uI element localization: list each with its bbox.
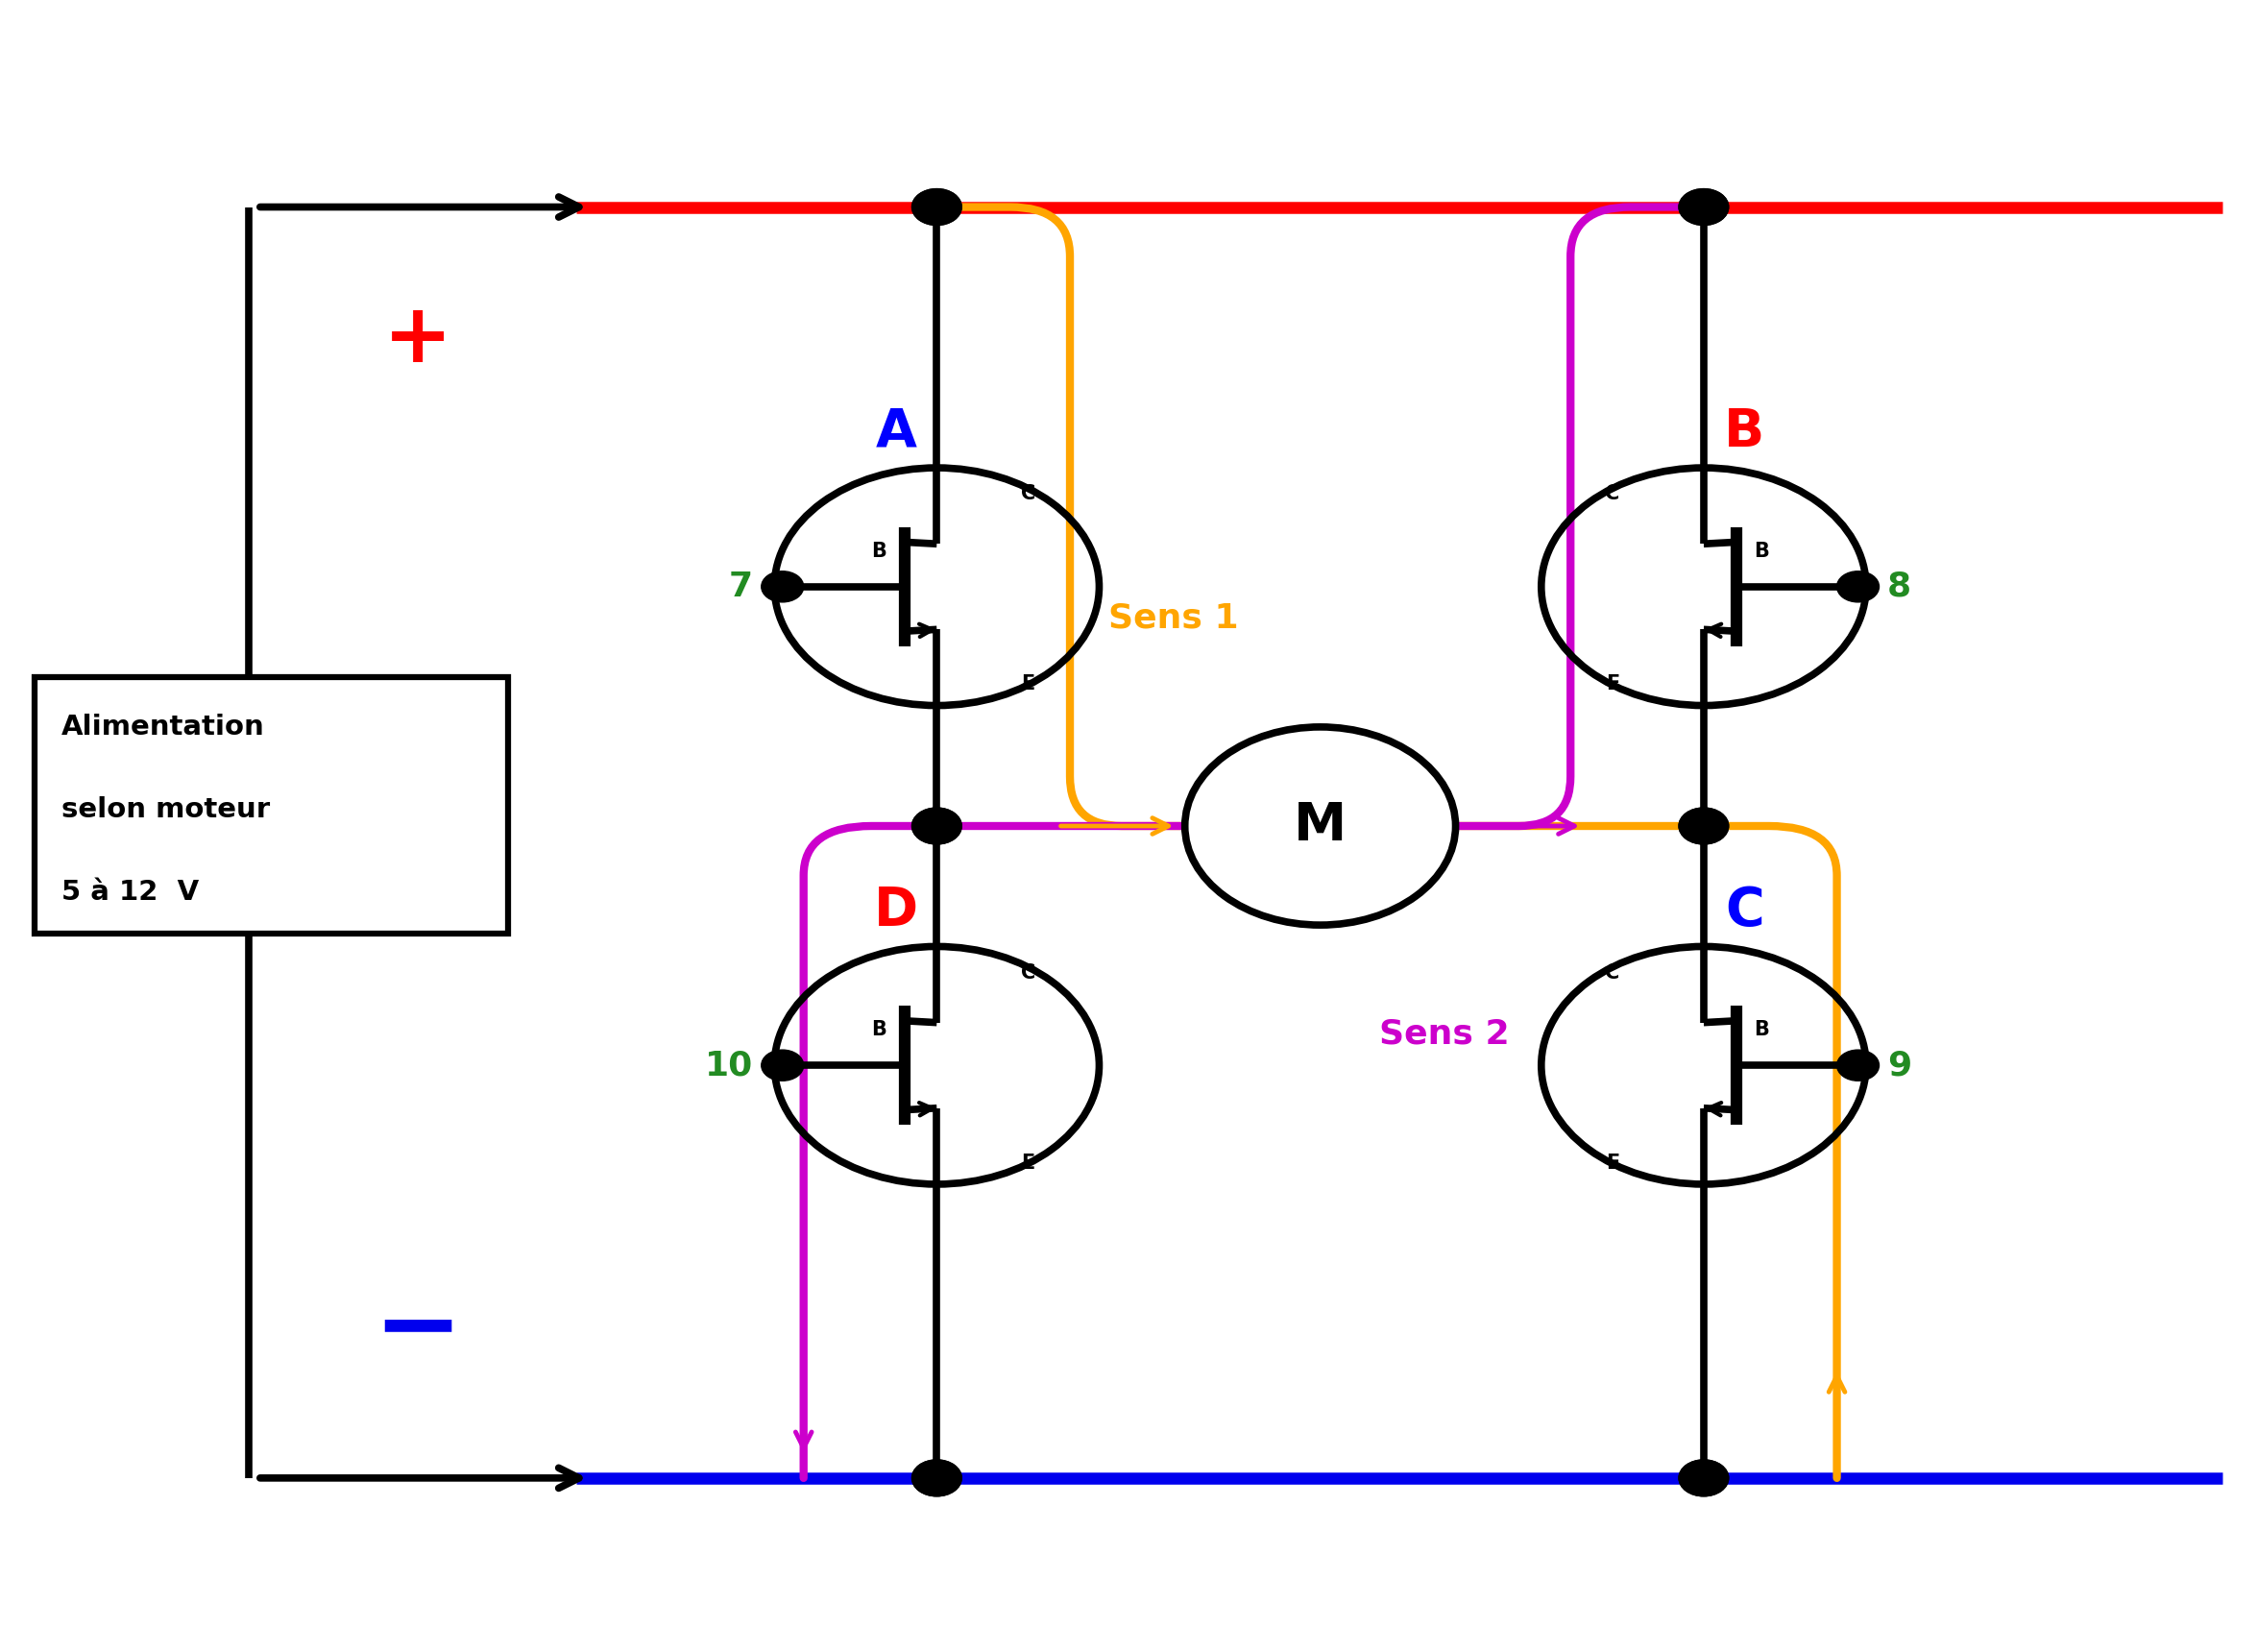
Text: E: E: [1605, 674, 1618, 694]
Text: 8: 8: [1887, 570, 1912, 603]
Circle shape: [1679, 188, 1729, 225]
Text: E: E: [1605, 1153, 1618, 1173]
Circle shape: [1679, 1460, 1729, 1497]
Circle shape: [1837, 1051, 1880, 1080]
Text: E: E: [1020, 1153, 1036, 1173]
Text: A: A: [876, 406, 916, 458]
Text: E: E: [1020, 674, 1036, 694]
Text: selon moteur: selon moteur: [61, 796, 271, 823]
Text: Sens 2: Sens 2: [1379, 1018, 1510, 1051]
Text: B: B: [871, 542, 887, 560]
Text: C: C: [1605, 484, 1618, 504]
Circle shape: [1679, 808, 1729, 844]
Circle shape: [912, 1460, 961, 1497]
Circle shape: [761, 572, 803, 601]
Text: B: B: [1754, 1019, 1769, 1039]
Text: +: +: [384, 299, 454, 378]
Text: Alimentation: Alimentation: [61, 714, 264, 740]
Circle shape: [912, 808, 961, 844]
Circle shape: [1185, 727, 1456, 925]
Text: 9: 9: [1887, 1049, 1912, 1082]
Text: Sens 1: Sens 1: [1108, 601, 1239, 634]
Text: C: C: [1020, 963, 1036, 983]
Text: C: C: [1605, 963, 1618, 983]
Text: M: M: [1293, 800, 1347, 852]
Circle shape: [912, 1460, 961, 1497]
Circle shape: [912, 808, 961, 844]
Text: B: B: [1754, 542, 1769, 560]
Text: 10: 10: [704, 1049, 754, 1082]
Circle shape: [1679, 1460, 1729, 1497]
Circle shape: [761, 1051, 803, 1080]
FancyBboxPatch shape: [34, 677, 508, 933]
Circle shape: [1837, 572, 1880, 601]
Circle shape: [912, 188, 961, 225]
Circle shape: [1679, 188, 1729, 225]
Circle shape: [912, 188, 961, 225]
Text: B: B: [871, 1019, 887, 1039]
Text: B: B: [1724, 406, 1765, 458]
Circle shape: [1679, 808, 1729, 844]
Text: 5 à 12  V: 5 à 12 V: [61, 879, 199, 905]
Text: C: C: [1724, 885, 1765, 937]
Text: D: D: [873, 885, 919, 937]
Text: C: C: [1020, 484, 1036, 504]
Text: 7: 7: [729, 570, 754, 603]
Text: −: −: [372, 1279, 463, 1381]
